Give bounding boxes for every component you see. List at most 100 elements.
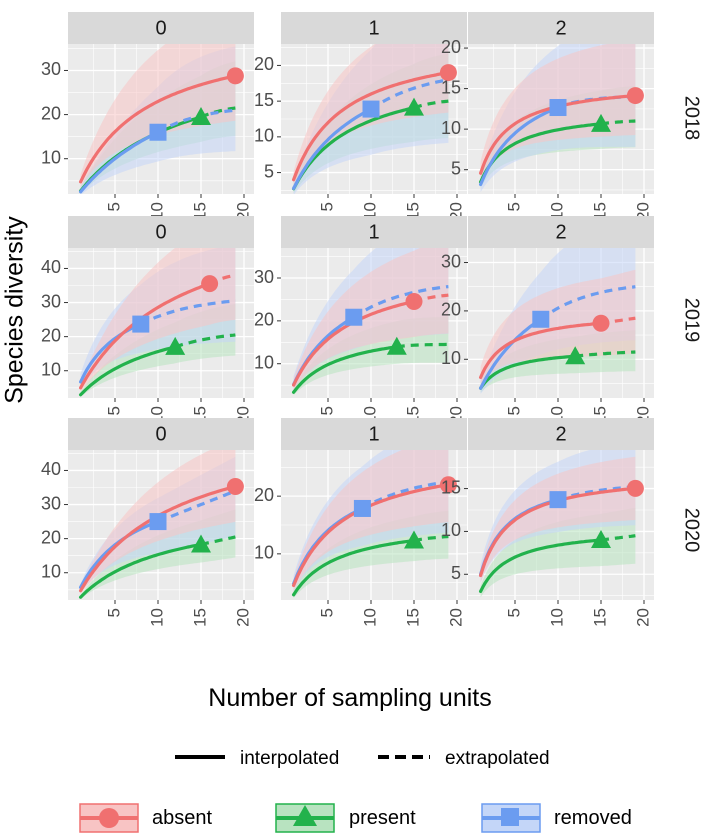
present-extrapolated-line	[413, 99, 449, 110]
facet-strip-label: 2	[555, 423, 566, 445]
facet-strip	[468, 418, 654, 450]
facet-strip	[281, 12, 467, 44]
present-observed-point	[404, 530, 424, 549]
x-tick-label: 20	[446, 608, 465, 627]
facet-strip-label: 2	[555, 17, 566, 39]
y-tick-label: 10	[441, 348, 461, 368]
facet-strip	[68, 12, 254, 44]
present-observed-point	[565, 346, 586, 365]
x-tick-label: 5	[504, 608, 523, 617]
present-observed-point	[591, 530, 611, 548]
legend-absent-marker	[99, 808, 119, 828]
absent-observed-point	[626, 479, 644, 497]
facet-strip-label: 0	[155, 423, 166, 445]
absent-confidence-band	[80, 248, 236, 392]
panel-2020-0: 0 5 10 15 20 10 20 30 40	[41, 418, 254, 627]
x-tick-label: 5	[104, 406, 123, 415]
y-tick-label: 5	[264, 161, 274, 181]
x-tick-label: 5	[104, 202, 123, 211]
y-tick-label: 20	[254, 485, 274, 505]
present-extrapolated-line	[200, 535, 236, 547]
y-tick-label: 20	[441, 37, 461, 57]
legend-line-types: interpolated extrapolated	[175, 748, 550, 769]
x-tick-label: 20	[633, 608, 652, 627]
present-extrapolated-line	[396, 342, 449, 349]
present-observed-point	[591, 113, 611, 132]
x-axis-title: Number of sampling units	[208, 684, 491, 712]
y-tick-label: 15	[441, 77, 461, 97]
removed-extrapolated-line	[539, 285, 636, 321]
x-tick-label: 5	[317, 202, 336, 211]
y-tick-label: 20	[441, 300, 461, 320]
y-tick-label: 30	[41, 291, 61, 311]
facet-strip-label: 0	[155, 221, 166, 243]
present-interpolated-line	[479, 538, 603, 594]
absent-observed-point	[439, 64, 457, 82]
x-tick-label: 15	[590, 608, 609, 627]
y-tick-label: 15	[441, 477, 461, 497]
y-tick-label: 40	[41, 257, 61, 277]
absent-confidence-band	[293, 248, 449, 390]
absent-observed-point	[592, 314, 610, 332]
present-interpolated-line	[78, 345, 177, 397]
removed-extrapolated-line	[370, 78, 449, 111]
absent-interpolated-line	[479, 321, 603, 379]
y-tick-label: 30	[441, 251, 461, 271]
legend-absent-label: absent	[152, 807, 212, 829]
absent-observed-point	[201, 275, 219, 293]
panel-series	[292, 248, 449, 396]
row-label-2020: 2020	[681, 508, 703, 553]
present-extrapolated-line	[575, 350, 636, 358]
facet-strip-label: 1	[368, 423, 379, 445]
y-tick-label: 40	[41, 459, 61, 479]
x-tick-label: 5	[317, 608, 336, 617]
present-observed-point	[165, 336, 186, 355]
absent-confidence-band	[293, 450, 449, 591]
y-tick-label: 10	[441, 520, 461, 540]
removed-interpolated-line	[292, 107, 373, 190]
absent-observed-point	[226, 477, 244, 495]
y-axis-title: Species diversity	[1, 216, 29, 404]
legend-present-marker	[293, 805, 317, 826]
removed-observed-point	[532, 310, 550, 328]
panel-series	[479, 248, 636, 394]
y-tick-label: 10	[41, 359, 61, 379]
legend-extrapolated-label: extrapolated	[445, 748, 550, 769]
x-tick-label: 5	[504, 406, 523, 415]
y-tick-label: 10	[41, 561, 61, 581]
present-interpolated-line	[78, 542, 203, 599]
removed-extrapolated-line	[352, 285, 449, 319]
facet-strip-label: 1	[368, 221, 379, 243]
x-tick-label: 15	[190, 608, 209, 627]
y-tick-label: 20	[41, 527, 61, 547]
present-extrapolated-line	[600, 534, 636, 542]
x-tick-label: 5	[104, 608, 123, 617]
y-tick-label: 5	[451, 158, 461, 178]
x-tick-label: 10	[147, 608, 166, 627]
legend-groups: absent present removed	[79, 803, 632, 833]
y-tick-label: 10	[441, 118, 461, 138]
present-interpolated-line	[292, 538, 416, 597]
facet-strip-label: 2	[555, 221, 566, 243]
present-extrapolated-line	[174, 333, 236, 349]
row-label-2018: 2018	[681, 96, 703, 141]
y-tick-label: 10	[254, 543, 274, 563]
present-interpolated-line	[292, 345, 399, 394]
y-tick-label: 10	[254, 126, 274, 146]
absent-confidence-band	[80, 44, 236, 187]
y-tick-label: 5	[451, 563, 461, 583]
y-tick-label: 20	[254, 310, 274, 330]
present-observed-point	[404, 97, 424, 116]
removed-extrapolated-line	[140, 299, 236, 326]
facet-strip	[468, 216, 654, 248]
absent-observed-point	[439, 476, 457, 494]
x-tick-label: 15	[403, 608, 422, 627]
y-tick-label: 30	[41, 59, 61, 79]
legend-removed-marker	[501, 808, 519, 826]
